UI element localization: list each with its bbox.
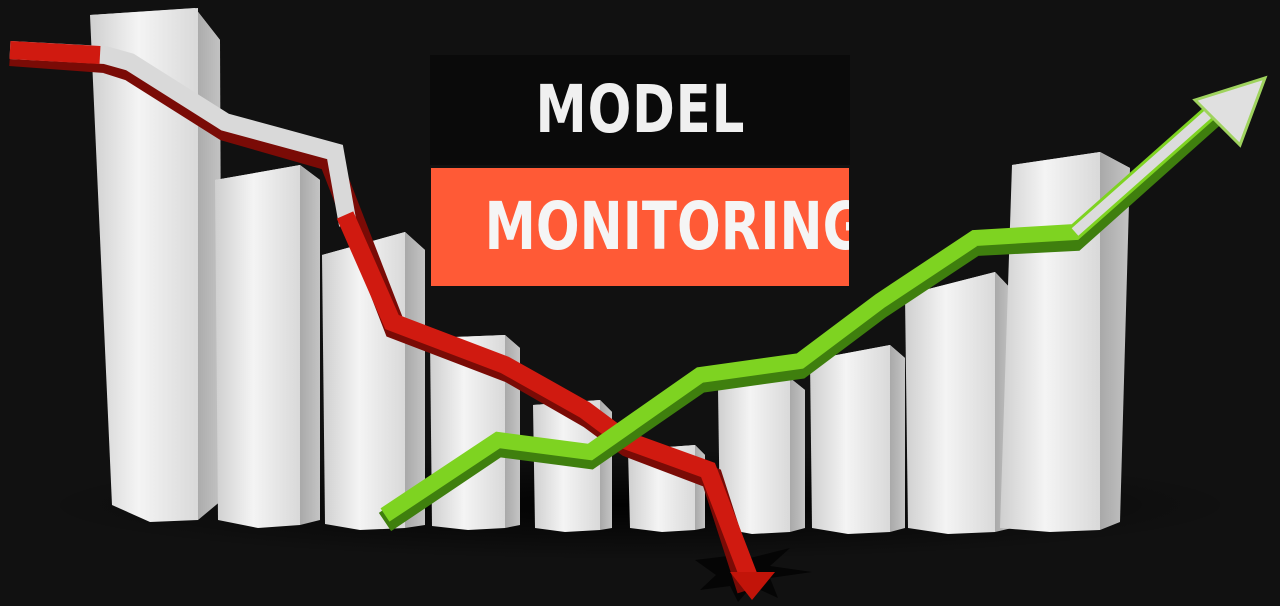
bar-7: [718, 378, 805, 534]
bar-8: [810, 345, 905, 534]
title-monitoring-text: MONITORING: [484, 188, 849, 265]
rising-green-arrow-icon: [378, 75, 1268, 532]
bar-9: [905, 272, 1012, 534]
title-line-monitoring: MONITORING: [431, 168, 849, 286]
falling-red-arrow-icon: [9, 41, 775, 600]
title-line-model: MODEL: [430, 55, 850, 165]
title-model-text: MODEL: [535, 71, 745, 148]
bar-2: [215, 165, 320, 528]
